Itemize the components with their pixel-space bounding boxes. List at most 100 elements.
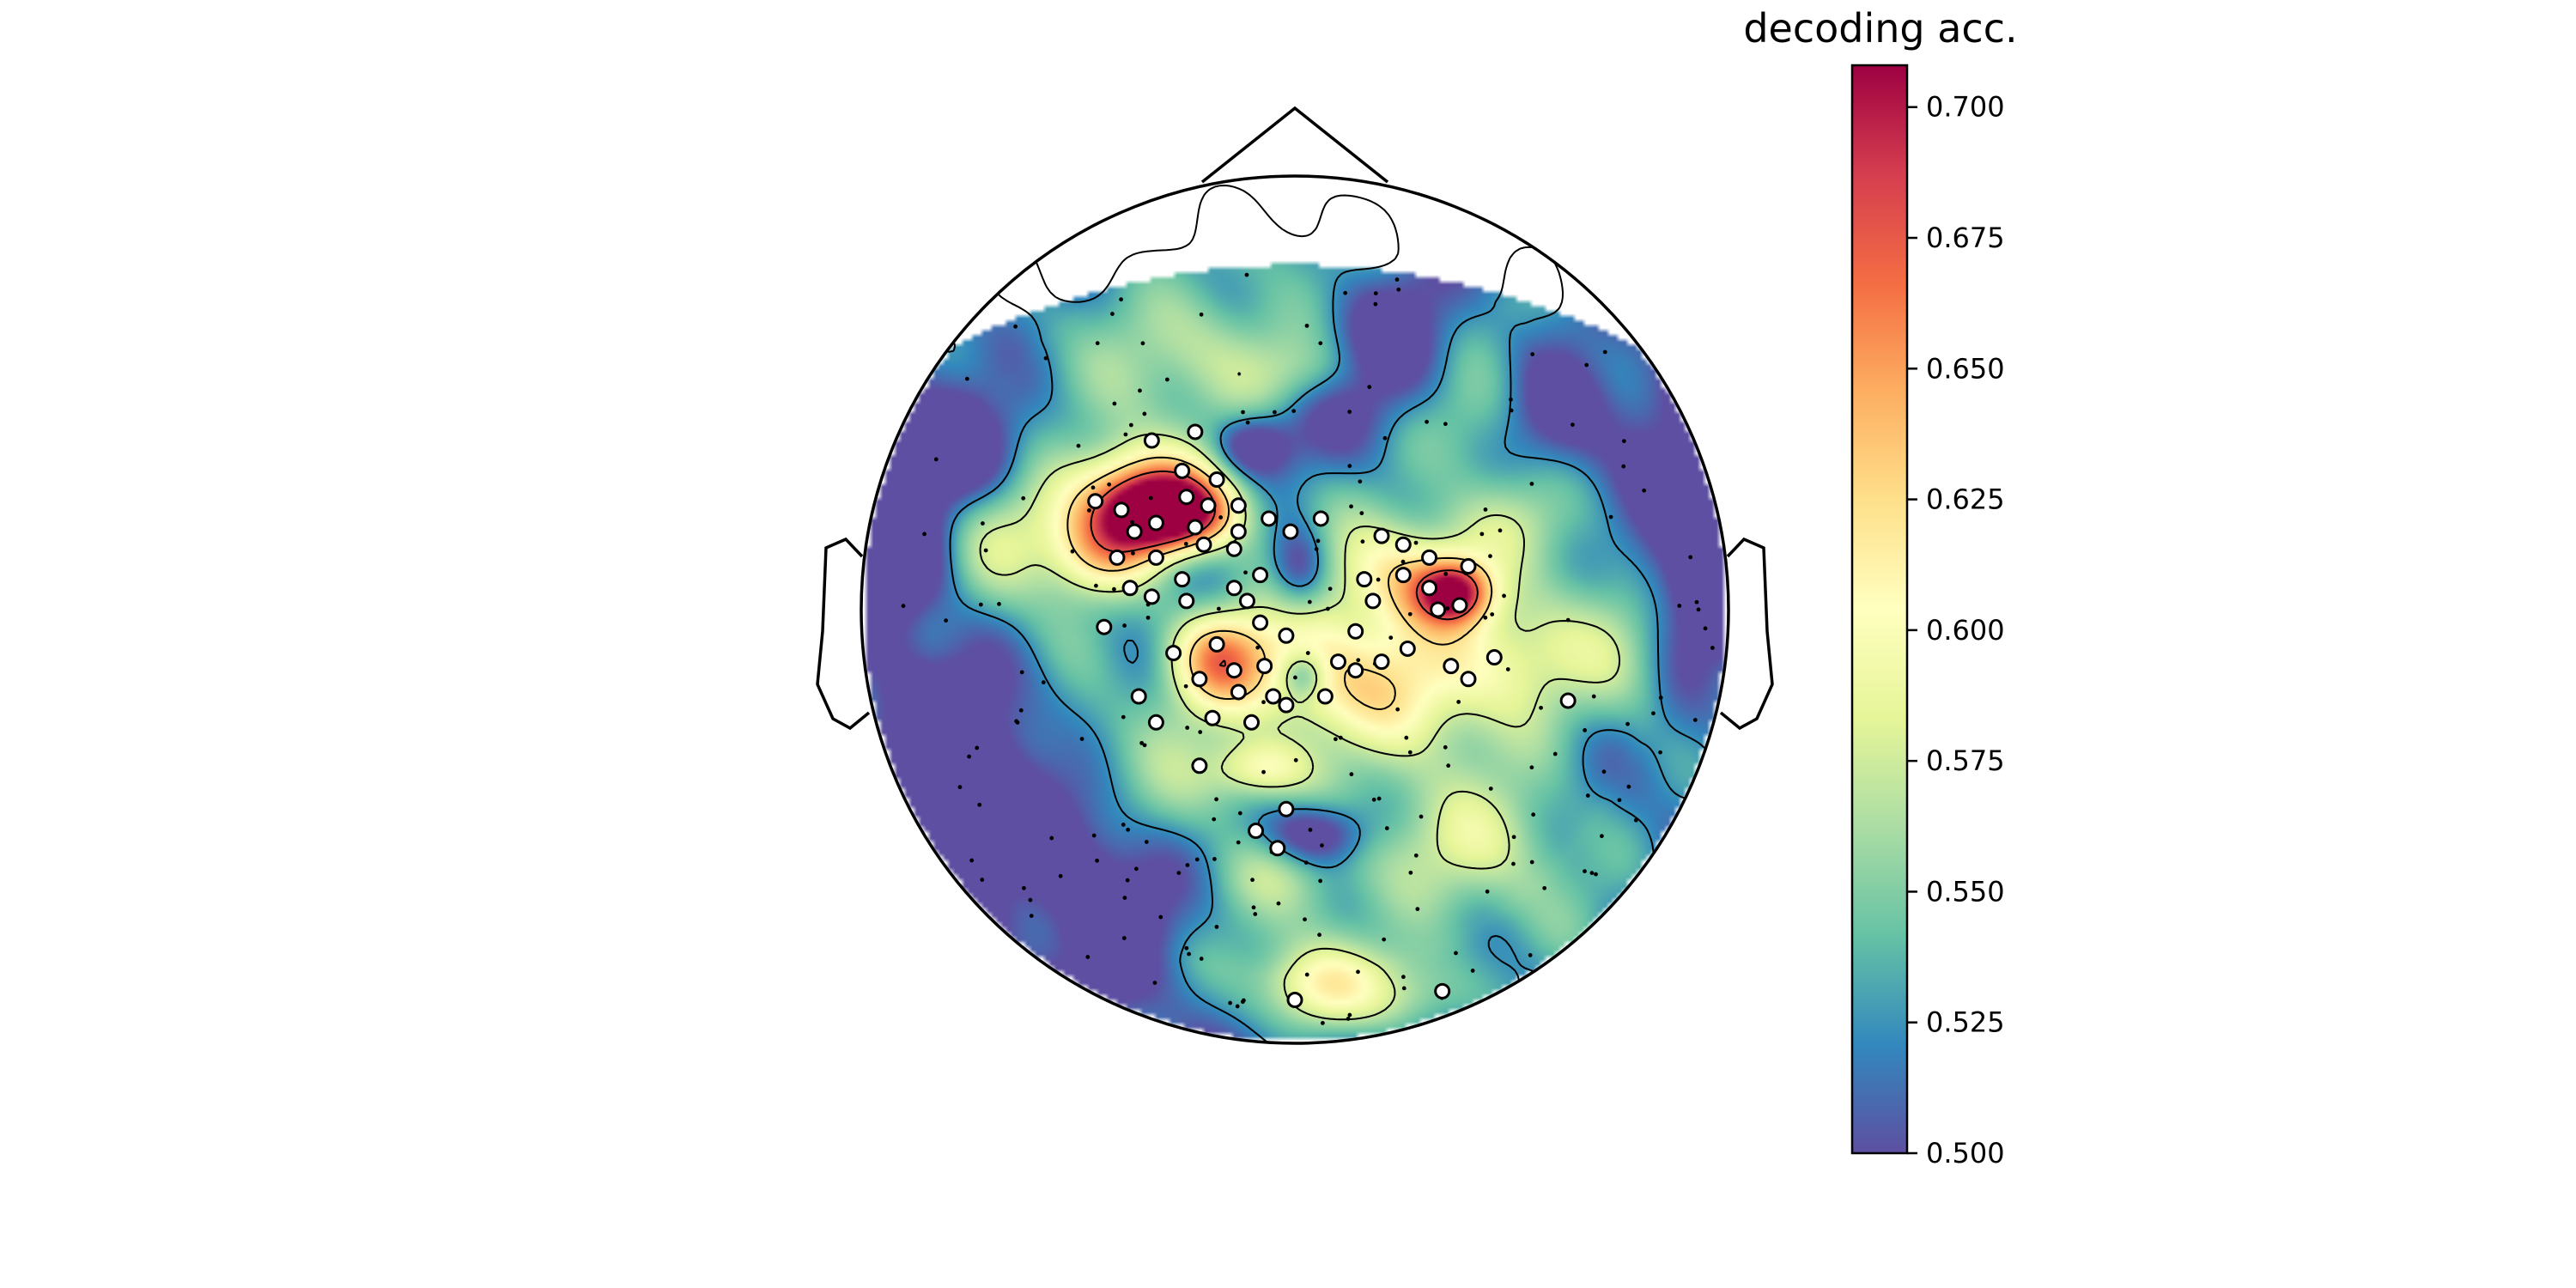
sensor-dot xyxy=(1087,508,1091,513)
significant-sensor-marker xyxy=(1373,527,1390,544)
colorbar-tick-label: 0.575 xyxy=(1926,744,2005,777)
significant-sensor-marker xyxy=(1282,523,1299,540)
significant-sensor-marker xyxy=(1208,635,1225,653)
sensor-dot xyxy=(1371,797,1376,802)
sensor-dot xyxy=(1199,957,1204,961)
sensor-dot xyxy=(1601,769,1607,775)
sensor-dot xyxy=(1608,514,1613,519)
sensor-dot xyxy=(1382,435,1388,440)
significant-sensor-marker xyxy=(1451,597,1468,614)
sensor-dot xyxy=(1216,606,1221,611)
significant-sensor-marker xyxy=(1460,558,1477,574)
sensor-dot xyxy=(1094,583,1098,588)
sensor-dot xyxy=(1327,586,1333,592)
sensor-dot xyxy=(1236,840,1241,845)
sensor-dot xyxy=(1617,798,1622,803)
sensor-dot xyxy=(1187,951,1192,957)
sensor-dot xyxy=(1483,507,1488,512)
significant-sensor-marker xyxy=(1248,823,1265,840)
nose-outline xyxy=(1200,106,1389,184)
sensor-dot xyxy=(957,785,963,790)
colorbar-tick-label: 0.675 xyxy=(1926,222,2005,254)
sensor-dot xyxy=(1304,323,1309,328)
left-ear-outline xyxy=(816,537,871,731)
sensor-dot xyxy=(901,604,906,609)
sensor-dot xyxy=(1443,571,1449,576)
colorbar-ticks: 0.500 0.525 0.550 0.575 0.600 0.625 0.650 0.675… xyxy=(1907,91,2005,1170)
sensor-dot xyxy=(1498,528,1503,533)
sensor-dot xyxy=(1307,599,1312,605)
significant-sensor-marker xyxy=(1394,567,1412,584)
sensor-dot xyxy=(978,602,983,607)
sensor-dot xyxy=(977,802,982,807)
sensor-dot xyxy=(1121,823,1126,827)
contour-lines xyxy=(941,185,1715,1043)
significant-sensor-marker xyxy=(1174,462,1191,479)
colorbar-tick-label: 0.500 xyxy=(1926,1137,2005,1170)
significant-sensor-marker xyxy=(1347,623,1364,640)
significant-sensor-marker xyxy=(1208,471,1225,488)
sensor-dot xyxy=(1245,420,1250,425)
sensor-dot xyxy=(1488,554,1492,559)
significant-sensor-marker xyxy=(1178,489,1195,506)
colorbar-tick-label: 0.600 xyxy=(1926,614,2005,647)
sensor-dot xyxy=(1338,735,1343,740)
significant-sensor-marker xyxy=(1174,571,1191,588)
sensor-dot xyxy=(1043,355,1048,361)
sensor-dot xyxy=(1176,871,1182,875)
significant-sensor-marker xyxy=(1113,501,1130,519)
significant-sensor-marker xyxy=(1434,982,1451,999)
sensor-dot xyxy=(1049,835,1054,841)
significant-sensor-marker xyxy=(1195,536,1212,553)
sensor-dot xyxy=(1651,711,1656,716)
sensor-dot xyxy=(1255,645,1261,650)
sensor-dot xyxy=(1349,772,1354,777)
significant-sensor-marker xyxy=(1187,423,1204,440)
sensor-dot xyxy=(1318,341,1323,346)
sensor-dot xyxy=(1356,658,1361,663)
sensor-dot xyxy=(1408,870,1413,875)
significant-sensor-marker xyxy=(1421,580,1438,597)
sensor-dot xyxy=(969,858,975,863)
sensor-dot xyxy=(1076,443,1081,448)
sensor-dot xyxy=(1107,482,1112,487)
sensor-dot xyxy=(1244,272,1249,277)
significant-sensor-marker xyxy=(1312,510,1329,527)
significant-sensor-marker xyxy=(1394,536,1412,553)
sensor-dot xyxy=(1384,826,1389,830)
sensor-dot xyxy=(1485,889,1490,894)
sensor-dot xyxy=(1413,853,1419,858)
sensor-dot xyxy=(1511,835,1516,840)
sensor-dot xyxy=(1626,784,1631,789)
colorbar-tick-label: 0.525 xyxy=(1926,1006,2005,1039)
significant-sensor-marker xyxy=(1269,840,1286,857)
sensor-markers xyxy=(901,272,1715,1025)
significant-sensor-marker xyxy=(1316,688,1334,705)
sensor-dot xyxy=(1022,885,1026,890)
sensor-dot xyxy=(1696,607,1701,612)
sensor-dot xyxy=(1565,617,1571,623)
sensor-dot xyxy=(1443,422,1448,427)
sensor-dot xyxy=(1445,606,1450,611)
sensor-dot xyxy=(1694,599,1699,605)
sensor-dot xyxy=(1621,439,1626,444)
sensor-dot xyxy=(1529,482,1534,486)
significant-sensor-marker xyxy=(1430,601,1447,618)
sensor-dot xyxy=(1028,897,1033,902)
sensor-dot xyxy=(1218,515,1224,519)
sensor-dot xyxy=(1015,720,1020,725)
sensor-dot xyxy=(1589,871,1595,876)
sensor-dot xyxy=(1183,683,1188,689)
sensor-dot xyxy=(1343,290,1348,295)
sensor-dot xyxy=(1315,538,1321,544)
sensor-dot xyxy=(1243,570,1248,575)
significant-sensor-marker xyxy=(1278,696,1295,714)
head-outline xyxy=(816,106,1774,1045)
sensor-dot xyxy=(1119,297,1123,302)
sensor-dot xyxy=(1356,969,1360,975)
significant-sensor-marker xyxy=(1347,662,1364,679)
sensor-dot xyxy=(1542,885,1547,890)
sensor-dot xyxy=(1145,615,1151,620)
sensor-dot xyxy=(1530,352,1535,356)
sensor-dot xyxy=(1250,878,1255,883)
